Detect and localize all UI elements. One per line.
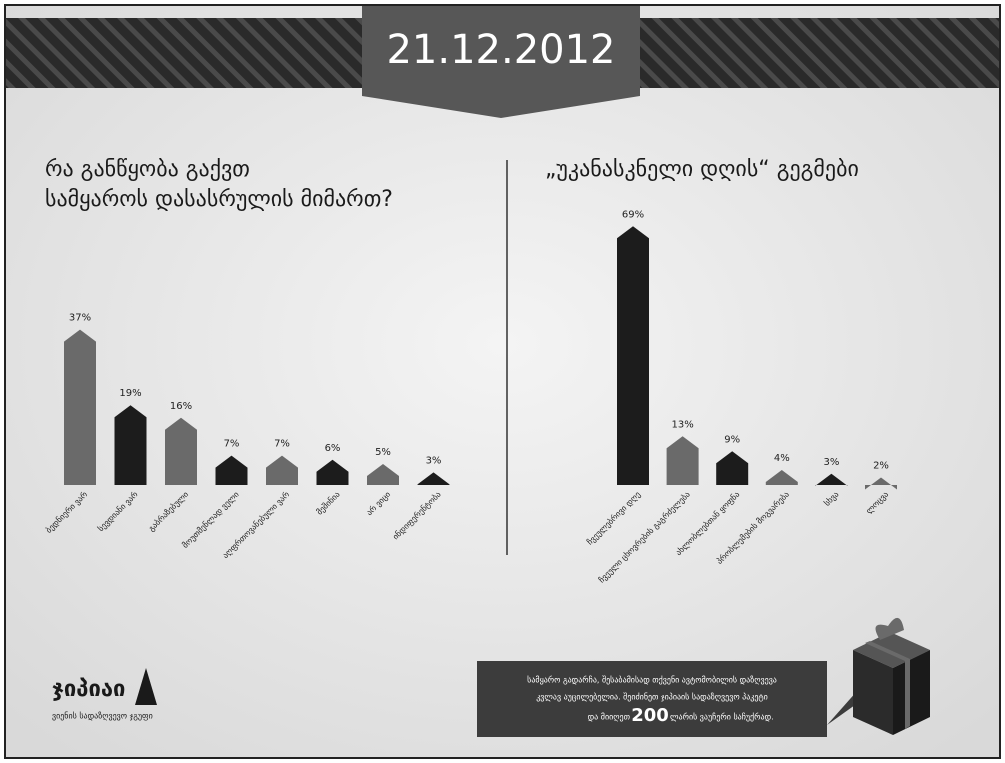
gift <box>853 617 930 735</box>
bar <box>716 451 749 485</box>
bar <box>666 436 699 485</box>
date-tab <box>362 6 640 118</box>
promo-text: სამყარო გადარჩა, შესაბამისად თქვენი ავტო… <box>527 675 777 685</box>
bar <box>765 470 798 485</box>
chart-title: „უკანასკნელი დღის“ გეგმები <box>545 157 859 182</box>
bar <box>815 473 848 486</box>
bar <box>367 464 399 485</box>
promo-text: ლარის ვაუჩერი საჩუქრად. <box>670 712 774 722</box>
bar <box>64 329 96 485</box>
value-label: 3% <box>823 457 839 468</box>
value-label: 13% <box>671 419 693 430</box>
value-label: 2% <box>873 461 889 472</box>
bar <box>165 417 197 485</box>
bar <box>266 455 298 485</box>
bar <box>215 455 248 485</box>
value-label: 7% <box>274 439 290 450</box>
chart-title: სამყაროს დასასრულის მიმართ? <box>45 187 393 212</box>
promo-box <box>477 661 827 737</box>
logo-triangle <box>135 668 157 705</box>
value-label: 9% <box>724 434 740 445</box>
value-label: 3% <box>426 455 442 466</box>
frame <box>4 4 1001 759</box>
brand-sub: ვიენის სადაზღვევო ჯგუფი <box>52 711 153 721</box>
value-label: 16% <box>170 401 192 412</box>
bar <box>114 405 147 485</box>
promo-amount: 200 <box>631 705 669 726</box>
bar <box>865 477 897 490</box>
value-label: 5% <box>375 447 391 458</box>
chart-title: რა განწყობა გაქვთ <box>45 157 250 182</box>
date: 21.12.2012 <box>386 27 615 73</box>
value-label: 69% <box>622 209 644 220</box>
promo-text: კვლავ აუცილებელია. შეიძინეთ ჯიპიაის სადა… <box>536 692 768 702</box>
value-label: 6% <box>325 443 341 454</box>
promo-text: და მიიღეთ <box>588 712 631 722</box>
value-label: 7% <box>224 439 240 450</box>
value-label: 37% <box>69 313 91 324</box>
bar <box>316 459 349 485</box>
brand: ჯიპიაი <box>52 677 125 702</box>
bar <box>417 472 450 485</box>
bar <box>617 226 649 485</box>
value-label: 19% <box>119 388 141 399</box>
value-label: 4% <box>774 453 790 464</box>
